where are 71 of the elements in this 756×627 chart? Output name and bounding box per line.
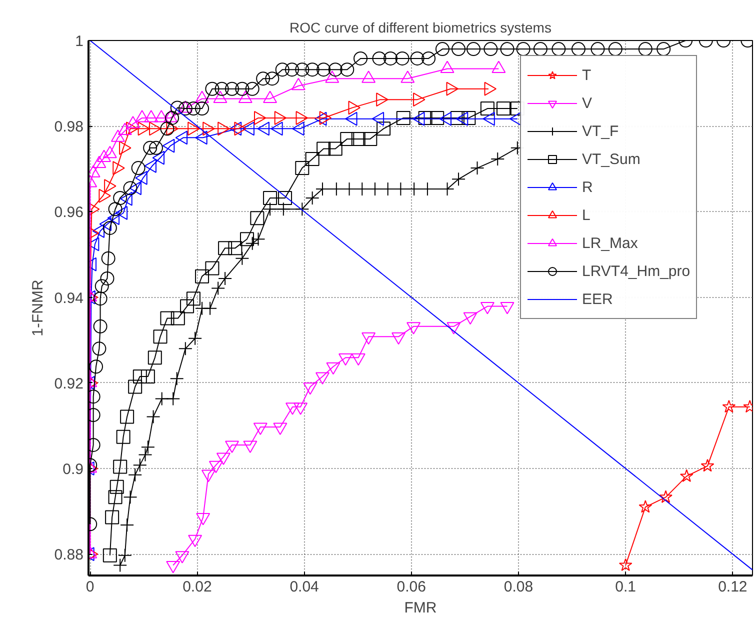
point xyxy=(110,480,124,494)
point xyxy=(363,132,378,146)
point xyxy=(700,458,714,472)
point xyxy=(228,241,242,256)
point xyxy=(218,241,232,256)
legend-label: T xyxy=(582,66,592,86)
point xyxy=(305,152,320,166)
point xyxy=(316,142,331,156)
legend-label: VT_F xyxy=(582,122,619,142)
x-tick-label: 0.04 xyxy=(290,578,319,596)
point xyxy=(153,330,168,344)
point xyxy=(180,299,194,314)
point xyxy=(263,191,278,206)
point xyxy=(116,430,130,444)
y-tick-label: 0.9 xyxy=(62,461,84,478)
point xyxy=(659,490,672,503)
point xyxy=(132,369,147,384)
point xyxy=(618,558,632,571)
point xyxy=(430,110,444,125)
x-tick-label: 0.12 xyxy=(718,578,748,596)
y-tick-label: 0.96 xyxy=(54,204,84,222)
point xyxy=(396,110,410,125)
point xyxy=(120,410,134,424)
point xyxy=(250,211,264,226)
x-axis-title: FMR xyxy=(404,600,437,616)
point xyxy=(240,232,254,246)
point xyxy=(418,110,432,125)
x-tick-label: 0.08 xyxy=(504,578,534,596)
legend-label: L xyxy=(582,206,592,226)
x-tick-label: 0 xyxy=(86,578,94,596)
y-tick-label: 0.94 xyxy=(54,290,84,307)
y-tick-label: 0.98 xyxy=(54,118,84,136)
point xyxy=(102,548,117,562)
point xyxy=(108,490,122,504)
point xyxy=(170,311,185,326)
legend-label: R xyxy=(582,178,594,198)
legend-label: LR_Max xyxy=(582,234,638,254)
y-tick-label: 1 xyxy=(75,33,84,50)
x-tick-label: 0.1 xyxy=(615,578,636,596)
y-tick-label: 0.88 xyxy=(54,546,84,564)
point xyxy=(480,102,494,116)
point xyxy=(128,380,142,394)
point xyxy=(205,261,220,276)
point xyxy=(722,400,736,413)
y-axis-title: 1-FNMR xyxy=(29,280,46,336)
point xyxy=(88,237,100,252)
point xyxy=(376,122,391,136)
point xyxy=(638,500,652,513)
point xyxy=(186,292,200,306)
point xyxy=(113,460,128,474)
point xyxy=(140,369,155,384)
legend-label: V xyxy=(582,94,594,114)
x-tick-label: 0.02 xyxy=(182,578,212,596)
chart-title: ROC curve of different biometrics systems xyxy=(290,20,552,36)
point xyxy=(680,469,694,482)
point xyxy=(160,311,174,326)
point xyxy=(295,161,310,176)
legend-label: VT_Sum xyxy=(582,150,640,170)
point xyxy=(328,142,342,156)
point xyxy=(278,191,292,206)
y-tick-label: 0.92 xyxy=(54,375,84,392)
legend-label: EER xyxy=(582,290,613,310)
point xyxy=(195,269,210,284)
legend-label: LRVT4_Hm_pro xyxy=(582,262,690,282)
point xyxy=(462,110,476,125)
point xyxy=(105,510,120,524)
point xyxy=(148,350,162,365)
point xyxy=(496,102,510,116)
point xyxy=(351,132,366,146)
x-tick-label: 0.06 xyxy=(396,578,426,596)
point xyxy=(340,132,354,146)
